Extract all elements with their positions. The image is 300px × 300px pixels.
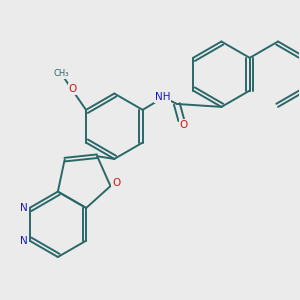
Text: CH₃: CH₃ (53, 69, 68, 78)
Text: N: N (20, 236, 28, 246)
Text: NH: NH (155, 92, 171, 102)
Text: O: O (112, 178, 121, 188)
Text: O: O (68, 84, 77, 94)
Text: N: N (20, 203, 28, 213)
Text: O: O (179, 120, 188, 130)
